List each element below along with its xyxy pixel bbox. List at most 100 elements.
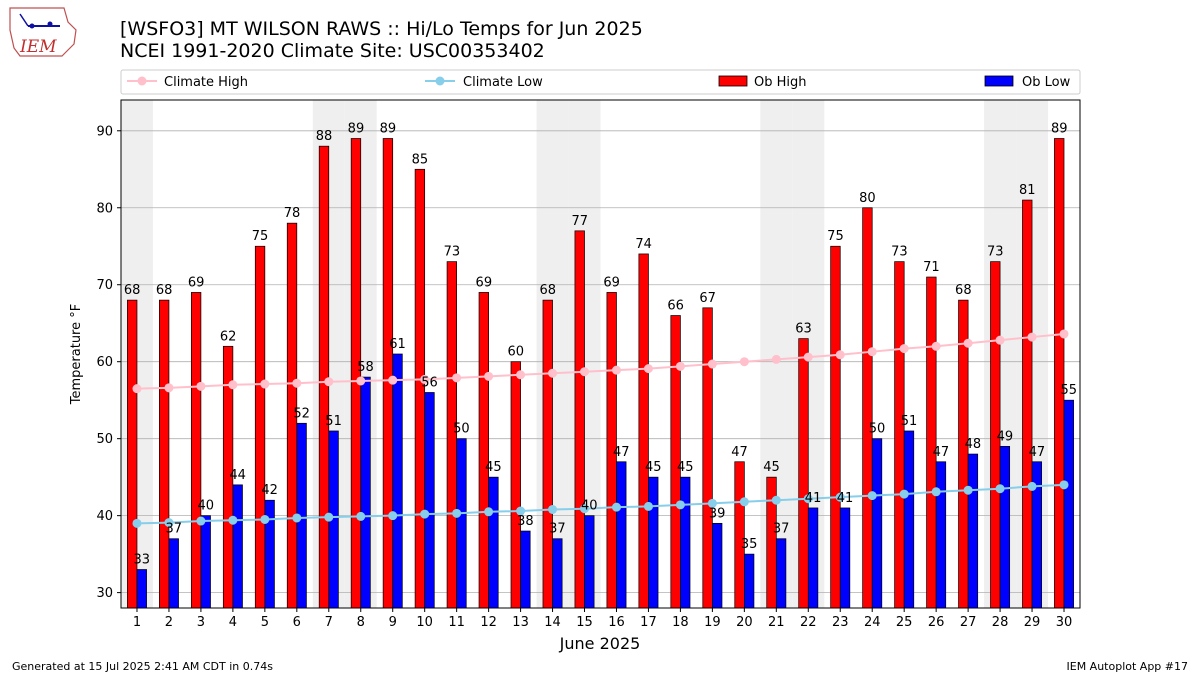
ob-low-label: 37	[165, 522, 182, 537]
climate-high-point	[739, 357, 749, 367]
climate-high-point	[324, 377, 334, 387]
iem-logo: IEM	[9, 7, 77, 57]
ob-low-label: 55	[1061, 383, 1078, 398]
ob-high-label: 69	[603, 275, 620, 290]
ob-high-label: 68	[955, 283, 972, 298]
climate-low-point	[452, 508, 462, 518]
climate-low-point	[1027, 481, 1037, 491]
climate-low-point	[516, 506, 526, 516]
ob-low-bar	[680, 476, 691, 609]
ob-low-label: 50	[453, 422, 470, 437]
legend: Climate High Climate Low Ob High Ob Low	[120, 69, 1081, 95]
x-tick-label: 8	[357, 615, 365, 630]
climate-high-point	[356, 376, 366, 386]
y-axis-ticks: 30 40 50 60 70 80 90	[96, 124, 121, 601]
x-tick-label: 9	[389, 615, 397, 630]
ob-high-bar	[926, 276, 937, 609]
climate-high-point	[132, 384, 142, 394]
ob-high-label: 77	[571, 214, 588, 229]
climate-high-point	[963, 338, 973, 348]
ob-high-bar	[862, 207, 873, 609]
ob-low-bar	[424, 392, 435, 609]
ob-low-bar	[520, 530, 531, 609]
climate-low-point	[995, 484, 1005, 494]
ob-low-label: 37	[773, 522, 790, 537]
y-tick-label: 40	[96, 509, 113, 524]
climate-high-point	[835, 350, 845, 360]
y-tick-label: 50	[96, 432, 113, 447]
plot-frame	[120, 99, 1081, 609]
ob-high-bar	[254, 245, 266, 609]
climate-high-point	[675, 361, 685, 371]
ob-low-bar	[712, 522, 723, 609]
ob-low-label: 38	[517, 514, 534, 529]
ob-high-bar	[1022, 199, 1033, 609]
ob-low-label: 44	[229, 468, 246, 483]
legend-climate-high: Climate High	[164, 75, 248, 90]
y-axis-label: Temperature °F	[69, 304, 84, 405]
ob-low-label: 41	[837, 491, 854, 506]
legend-climate-high-marker	[137, 76, 147, 86]
climate-low-point	[899, 489, 909, 499]
ob-high-bar	[830, 245, 841, 609]
climate-low-point	[867, 491, 877, 501]
climate-high-point	[164, 383, 174, 393]
ob-low-bar	[456, 438, 467, 609]
ob-low-label: 45	[677, 460, 694, 475]
ob-low-bar	[871, 438, 883, 609]
x-axis-label: June 2025	[559, 634, 641, 653]
x-tick-label: 30	[1056, 615, 1073, 630]
ob-low-bar	[807, 507, 819, 609]
logo-text: IEM	[19, 37, 57, 57]
ob-high-label: 68	[156, 283, 173, 298]
ob-low-bar	[999, 446, 1011, 609]
ob-high-label: 73	[891, 245, 908, 260]
climate-low-point	[420, 509, 430, 519]
ob-low-label: 45	[485, 460, 502, 475]
x-tick-label: 5	[261, 615, 269, 630]
climate-low-point	[675, 500, 685, 510]
ob-low-label: 40	[197, 499, 214, 514]
climate-high-point	[484, 371, 494, 381]
climate-high-point	[516, 370, 526, 380]
climate-low-point	[196, 516, 206, 526]
x-tick-label: 11	[448, 615, 465, 630]
bar-labels: 68 33 68 37 69 40 62 44 75 42 78 52 88 51 89 58 89 61 85 56…	[124, 121, 1077, 567]
legend-ob-high: Ob High	[754, 75, 807, 90]
ob-high-bar	[510, 361, 521, 609]
ob-low-bar	[648, 476, 659, 609]
ob-high-label: 75	[252, 229, 269, 244]
grid-lines	[121, 130, 1080, 594]
x-tick-label: 29	[1024, 615, 1041, 630]
climate-low-point	[803, 494, 813, 504]
x-tick-label: 22	[800, 615, 817, 630]
ob-low-bar	[488, 476, 499, 609]
climate-low-point	[963, 485, 973, 495]
x-tick-label: 25	[896, 615, 913, 630]
climate-high-point	[452, 373, 462, 383]
ob-low-bar	[839, 507, 851, 609]
climate-low-point	[388, 511, 398, 521]
climate-high-point	[196, 381, 206, 391]
legend-climate-low-marker	[435, 76, 445, 86]
y-tick-label: 70	[96, 278, 113, 293]
x-axis-ticks: 1 2 3 4 5 6 7 8 9 10 11 12 13 14 15 16 17 18 19 20 21 22 23 24 2…	[133, 608, 1072, 630]
ob-low-bar	[967, 453, 979, 609]
climate-low-point	[260, 514, 270, 524]
climate-low-point	[739, 497, 749, 507]
ob-high-label: 62	[220, 329, 237, 344]
x-tick-label: 21	[768, 615, 785, 630]
y-tick-label: 80	[96, 201, 113, 216]
ob-high-bar	[1054, 138, 1065, 609]
climate-high-point	[1027, 332, 1037, 342]
ob-high-label: 67	[699, 291, 716, 306]
ob-low-label: 61	[389, 337, 406, 352]
ob-high-label: 89	[1051, 121, 1068, 136]
ob-low-label: 39	[709, 506, 726, 521]
ob-low-label: 56	[421, 375, 438, 390]
ob-high-label: 73	[987, 245, 1004, 260]
ob-low-bar	[200, 515, 211, 609]
ob-high-label: 81	[1019, 183, 1036, 198]
y-tick-label: 60	[96, 355, 113, 370]
climate-low-point	[931, 487, 941, 497]
